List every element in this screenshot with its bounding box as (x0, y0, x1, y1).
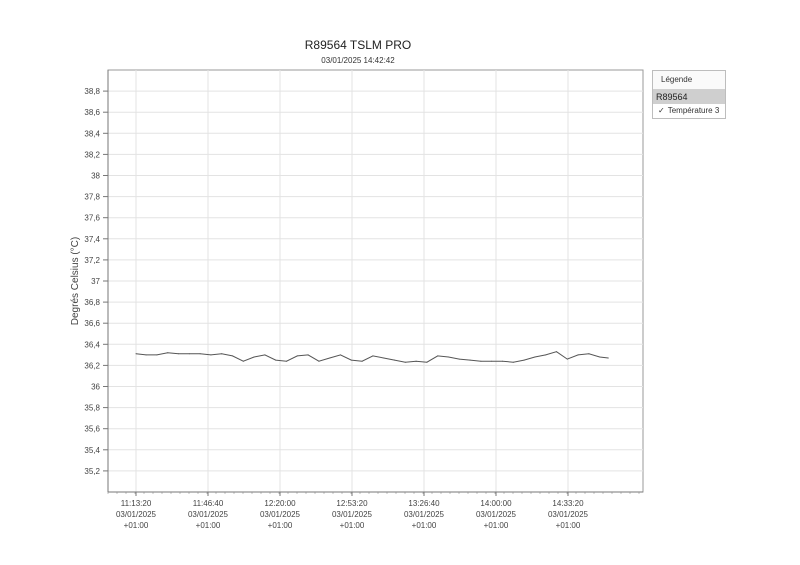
legend-item-temperature-3[interactable]: ✓ Température 3 (653, 104, 725, 118)
data-point (286, 360, 287, 362)
x-tick-label: 03/01/2025 (476, 510, 517, 519)
data-point (607, 357, 609, 359)
y-tick-label: 37,8 (84, 193, 100, 202)
data-point (599, 356, 601, 358)
data-point (566, 358, 568, 360)
y-tick-label: 37,6 (84, 214, 100, 223)
y-tick-label: 38,8 (84, 87, 100, 96)
y-tick-label: 36,4 (84, 340, 100, 349)
y-tick-label: 35,8 (84, 404, 100, 413)
data-point (415, 360, 417, 362)
y-tick-label: 38,6 (84, 108, 100, 117)
x-tick-label: 03/01/2025 (116, 510, 157, 519)
y-tick-label: 38 (91, 172, 100, 181)
data-point (458, 358, 460, 360)
data-point (296, 355, 298, 357)
y-tick-label: 36 (91, 383, 100, 392)
data-point (404, 361, 406, 363)
data-point (145, 354, 147, 356)
data-point (502, 360, 503, 362)
x-tick-label: +01:00 (484, 521, 509, 530)
data-point (242, 360, 244, 362)
legend-panel: Légende R89564 ✓ Température 3 (652, 70, 726, 119)
data-point (480, 360, 482, 362)
y-tick-label: 36,6 (84, 319, 100, 328)
y-tick-label: 35,4 (84, 446, 100, 455)
x-tick-label: 12:20:00 (264, 499, 296, 508)
data-point (167, 352, 169, 354)
x-tick-label: 03/01/2025 (260, 510, 301, 519)
x-tick-label: +01:00 (268, 521, 293, 530)
data-point (221, 353, 223, 355)
x-tick-label: +01:00 (340, 521, 365, 530)
y-tick-label: 36,8 (84, 298, 100, 307)
y-tick-label: 35,6 (84, 425, 100, 434)
x-tick-label: +01:00 (196, 521, 221, 530)
data-point (469, 359, 471, 361)
legend-header: Légende (653, 71, 725, 90)
legend-group-device[interactable]: R89564 (653, 90, 725, 104)
data-point (361, 360, 363, 362)
x-tick-label: 03/01/2025 (188, 510, 229, 519)
data-point (188, 353, 190, 355)
x-tick-label: +01:00 (556, 521, 581, 530)
x-tick-label: 03/01/2025 (404, 510, 445, 519)
x-tick-label: 12:53:20 (336, 499, 368, 508)
data-point (307, 354, 309, 356)
y-axis-label: Degrés Celsius (°C) (70, 237, 81, 325)
data-point (383, 357, 385, 359)
data-point (577, 354, 579, 356)
x-tick-label: 13:26:40 (408, 499, 440, 508)
data-point (232, 355, 233, 357)
y-tick-label: 37,4 (84, 235, 100, 244)
data-point (545, 354, 547, 356)
data-point (394, 359, 395, 361)
data-point (372, 355, 374, 357)
x-tick-label: 03/01/2025 (332, 510, 373, 519)
y-tick-label: 38,2 (84, 150, 100, 159)
data-point (329, 357, 331, 359)
x-tick-label: 14:33:20 (552, 499, 584, 508)
legend-item-label: Température 3 (667, 106, 720, 115)
x-tick-label: 03/01/2025 (548, 510, 589, 519)
data-point (156, 354, 158, 356)
y-tick-label: 36,2 (84, 361, 100, 370)
data-point (588, 353, 590, 355)
chart-title: R89564 TSLM PRO (304, 38, 412, 52)
x-tick-label: +01:00 (412, 521, 437, 530)
chart-subtitle: 03/01/2025 14:42:42 (321, 56, 395, 65)
data-point (556, 351, 557, 353)
x-tick-label: 11:46:40 (193, 499, 224, 508)
data-point (178, 353, 179, 355)
data-point (437, 355, 439, 357)
data-point (340, 354, 341, 356)
data-point (523, 359, 525, 361)
data-point (534, 356, 536, 358)
data-point (199, 353, 201, 355)
x-tick-label: 14:00:00 (480, 499, 512, 508)
data-point (253, 356, 255, 358)
data-point (318, 360, 320, 362)
data-point (350, 359, 352, 361)
data-point (210, 354, 212, 356)
y-tick-label: 35,2 (84, 467, 100, 476)
checkmark-icon: ✓ (658, 106, 665, 115)
data-point (275, 359, 277, 361)
y-tick-label: 37 (91, 277, 100, 286)
y-tick-label: 38,4 (84, 129, 100, 138)
data-point (426, 361, 428, 363)
data-point (448, 356, 449, 358)
x-tick-label: +01:00 (124, 521, 149, 530)
data-point (264, 354, 266, 356)
x-tick-label: 11:13:20 (121, 499, 152, 508)
data-point (512, 361, 514, 363)
data-point (135, 353, 137, 355)
data-point (491, 360, 493, 362)
y-tick-label: 37,2 (84, 256, 100, 265)
